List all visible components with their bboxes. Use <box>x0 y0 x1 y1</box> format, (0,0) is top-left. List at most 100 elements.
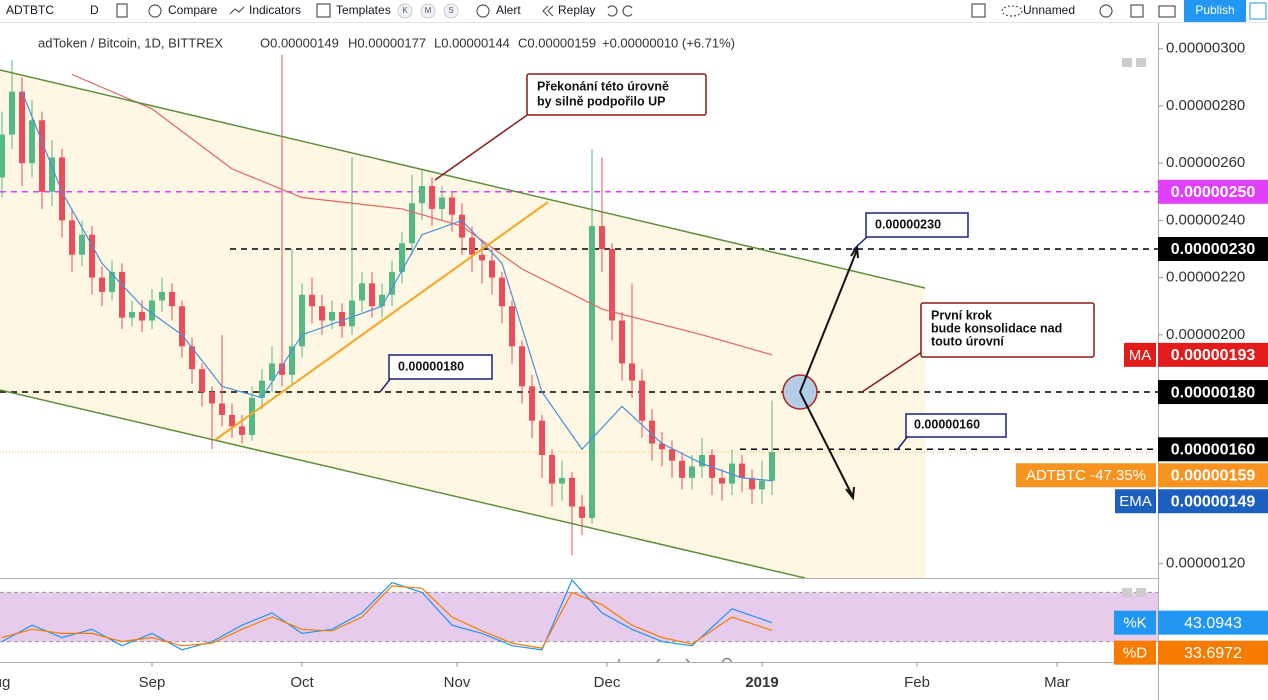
candle-body <box>519 346 525 387</box>
x-tick-label: Feb <box>904 674 930 691</box>
y-tick-label: 0.00000280 <box>1166 97 1245 114</box>
replay-icon[interactable] <box>542 5 554 17</box>
candle-body <box>159 291 165 301</box>
candle-body <box>479 254 485 261</box>
candle-body <box>729 463 735 484</box>
trend-line <box>214 201 549 441</box>
pane-button[interactable] <box>1122 588 1132 597</box>
badge[interactable]: M <box>425 6 432 15</box>
axes: 0.00000300 0.00000280 0.00000260 0.00000240… <box>0 40 1268 691</box>
indicator-line <box>1 579 773 651</box>
candle-body <box>409 203 415 244</box>
candle-body <box>39 120 45 192</box>
badge[interactable]: K <box>402 6 408 15</box>
price-tag <box>1158 640 1268 665</box>
candle-body <box>679 460 685 478</box>
pane-button[interactable] <box>1122 58 1132 67</box>
callout-text: by silně podpořilo UP <box>537 94 665 108</box>
price-tag <box>1158 179 1268 204</box>
candle-body <box>659 443 665 450</box>
undo-redo[interactable] <box>607 5 633 17</box>
replay[interactable]: Replay <box>558 3 595 17</box>
price-tag <box>1158 237 1268 262</box>
callout-text: 0.00000160 <box>914 417 980 431</box>
alert[interactable]: Alert <box>496 3 521 17</box>
candle-body <box>59 157 65 221</box>
checkbox[interactable] <box>971 3 986 18</box>
templates-icon[interactable] <box>316 3 331 18</box>
candle-body <box>319 306 325 321</box>
layout-name[interactable]: Unnamed <box>1023 3 1075 17</box>
candle-body <box>49 157 55 192</box>
channel-fill <box>0 70 925 578</box>
main-pane: Překonání této úrovně by silně podpořilo… <box>0 33 1158 578</box>
pane-button[interactable] <box>1136 58 1146 67</box>
candle-body <box>79 234 85 255</box>
badge-bg[interactable] <box>397 3 413 19</box>
panel-toggle[interactable] <box>1249 2 1267 20</box>
channel-line <box>0 69 926 289</box>
alert-icon[interactable] <box>476 4 490 18</box>
symbol[interactable]: ADTBTC <box>6 3 54 17</box>
candle-body <box>569 477 575 507</box>
publish-button[interactable] <box>1184 0 1246 22</box>
candle-body <box>219 403 225 415</box>
candle-icon[interactable] <box>116 3 128 18</box>
name-tag-label: MA <box>1129 347 1152 364</box>
candle-body <box>99 277 105 292</box>
badge[interactable]: S <box>448 6 453 15</box>
price-tag <box>1158 437 1268 462</box>
candle-body <box>489 260 495 278</box>
candle-body <box>379 294 385 307</box>
compare[interactable]: Compare <box>168 3 218 17</box>
nav-bar <box>583 652 745 662</box>
candle-body <box>119 271 125 318</box>
candle-body <box>419 186 425 204</box>
candle-body <box>369 283 375 307</box>
fullscreen-icon[interactable] <box>1130 4 1144 18</box>
name-tag <box>1114 610 1156 635</box>
badge-bg[interactable] <box>443 3 459 19</box>
candle-body <box>189 346 195 370</box>
settings-icon[interactable] <box>1099 4 1113 18</box>
indicators-icon[interactable] <box>229 6 245 15</box>
interval[interactable]: D <box>90 3 99 17</box>
candle-body <box>429 186 435 209</box>
candle-body <box>699 454 705 467</box>
cloud-icon[interactable] <box>1001 5 1023 17</box>
candle-body <box>129 311 135 318</box>
candle-body <box>269 363 275 381</box>
callout-text: bude konsolidace nad <box>931 321 1062 335</box>
candle-body <box>249 397 255 435</box>
callout-text: Překonání této úrovně <box>537 79 669 93</box>
candle-body <box>239 426 245 435</box>
callout-box <box>388 354 493 380</box>
publish[interactable]: Publish <box>1195 3 1234 17</box>
templates[interactable]: Templates <box>336 3 391 17</box>
nav-reset[interactable] <box>721 657 733 668</box>
snapshot-icon[interactable] <box>1158 5 1176 18</box>
x-tick-label: Nov <box>444 674 471 691</box>
pane-button[interactable] <box>1136 588 1146 597</box>
compare-icon[interactable] <box>148 4 162 18</box>
indicators[interactable]: Indicators <box>249 3 301 17</box>
candle-body <box>509 306 515 347</box>
candle-body <box>89 234 95 278</box>
candle-body <box>259 380 265 398</box>
candle-body <box>599 226 605 250</box>
y-tick-label: 0.00000120 <box>1166 555 1245 572</box>
candle-body <box>199 369 205 393</box>
candle-body <box>559 477 565 484</box>
price-tag-label: 0.00000250 <box>1171 184 1256 201</box>
name-tag-label: EMA <box>1119 493 1152 510</box>
callout-box <box>920 302 1095 358</box>
candle-body <box>649 420 655 444</box>
x-tick-label: Sep <box>139 674 166 691</box>
badge-bg[interactable] <box>420 3 436 19</box>
x-tick-label: 2019 <box>745 674 778 691</box>
price-tag-label: 0.00000230 <box>1171 241 1256 258</box>
candle-body <box>299 294 305 347</box>
indicator-line <box>1 585 773 649</box>
